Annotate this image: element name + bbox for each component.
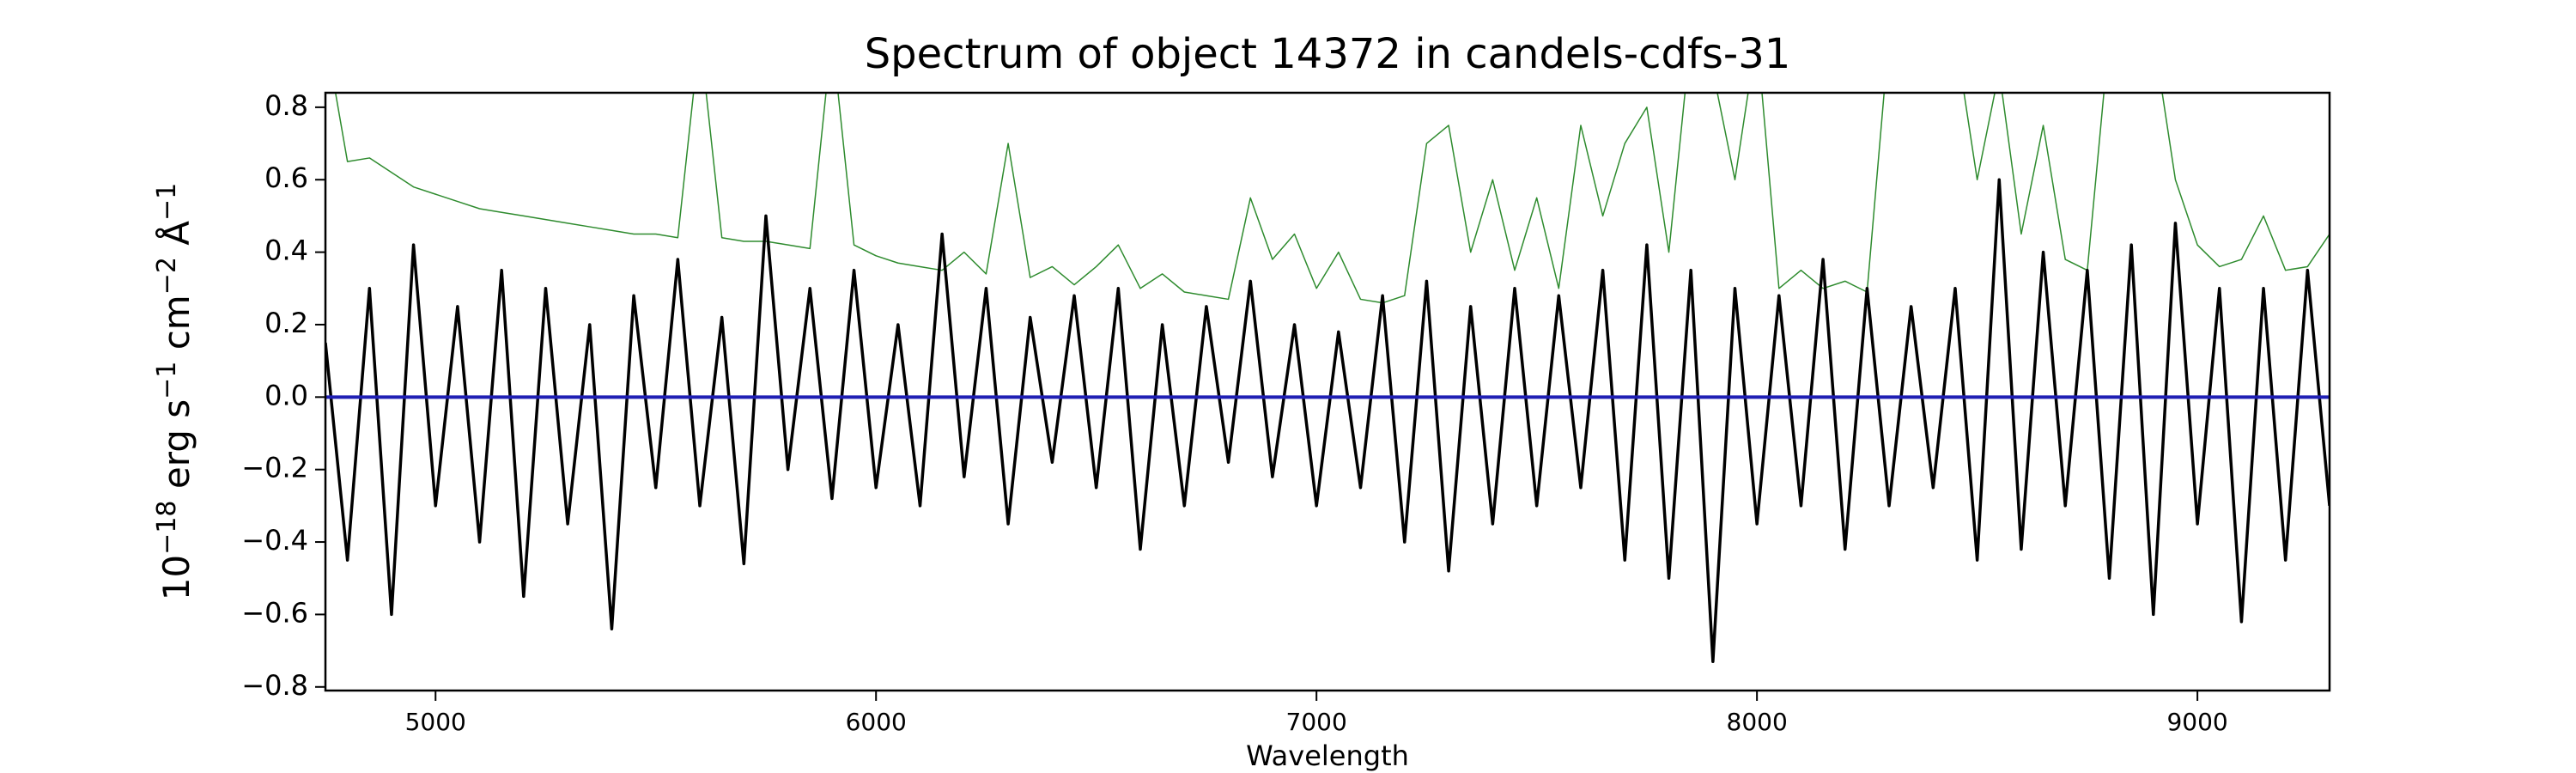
chart-title: Spectrum of object 14372 in candels-cdfs… bbox=[865, 30, 1791, 78]
y-tick-label: −0.6 bbox=[241, 596, 308, 629]
y-tick-label: 0.4 bbox=[264, 234, 308, 267]
y-tick-label: 0.6 bbox=[264, 161, 308, 194]
plot-frame bbox=[324, 91, 2331, 692]
series-line bbox=[334, 93, 2330, 304]
y-tick-label: 0.8 bbox=[264, 89, 308, 122]
y-label-text: cm bbox=[155, 295, 197, 361]
y-label-superscript: −2 bbox=[152, 257, 182, 295]
x-tick-label: 6000 bbox=[846, 708, 907, 736]
x-axis-label: Wavelength bbox=[1246, 740, 1409, 772]
y-label-text: 10 bbox=[155, 555, 197, 600]
y-tick-label: −0.8 bbox=[241, 669, 308, 702]
y-label-text: erg s bbox=[155, 399, 197, 501]
x-tick-label: 5000 bbox=[405, 708, 466, 736]
y-tick-label: −0.4 bbox=[241, 524, 308, 557]
y-tick-label: 0.2 bbox=[264, 307, 308, 339]
plot-area bbox=[325, 93, 2330, 663]
y-tick-label: 0.0 bbox=[264, 379, 308, 411]
x-tick-label: 7000 bbox=[1286, 708, 1347, 736]
y-tick-label: −0.2 bbox=[241, 452, 308, 484]
x-tick-label: 9000 bbox=[2166, 708, 2227, 736]
y-label-superscript: −1 bbox=[152, 183, 182, 221]
y-label-superscript: −18 bbox=[152, 501, 182, 555]
y-label-superscript: −1 bbox=[152, 362, 182, 399]
y-label-text: Å bbox=[155, 221, 197, 257]
x-tick-label: 8000 bbox=[1727, 708, 1788, 736]
y-axis-label: 10−18 erg s−1 cm−2 Å−1 bbox=[152, 183, 197, 601]
series-line bbox=[325, 178, 2330, 663]
